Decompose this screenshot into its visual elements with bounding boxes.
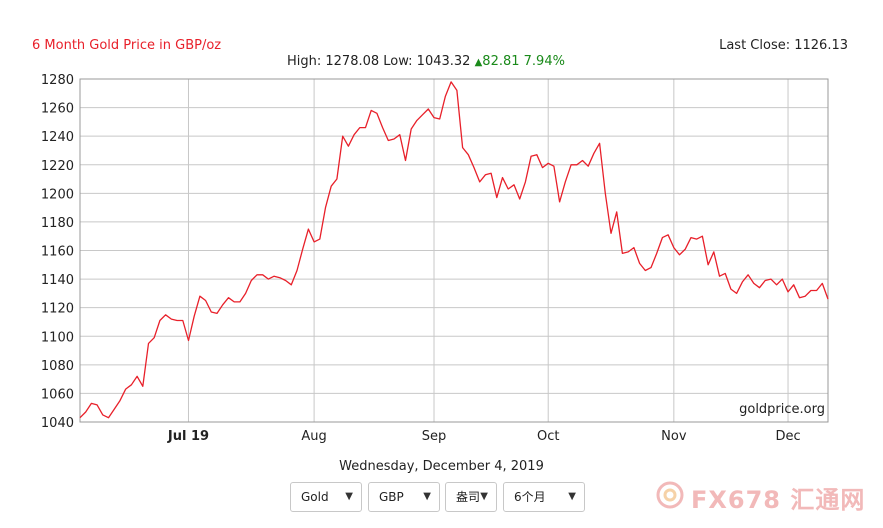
chevron-down-icon: ▼ bbox=[480, 491, 488, 502]
period-select[interactable]: 6个月 ▼ bbox=[503, 482, 585, 512]
plot-frame bbox=[79, 78, 829, 423]
x-tick-label: Oct bbox=[537, 429, 559, 444]
y-tick-label: 1100 bbox=[41, 330, 74, 345]
x-tick-label: Dec bbox=[775, 429, 800, 444]
y-tick-label: 1080 bbox=[41, 359, 74, 374]
metal-select-value: Gold bbox=[301, 490, 329, 504]
last-close-label: Last Close: 1126.13 bbox=[719, 38, 848, 53]
y-tick-label: 1200 bbox=[41, 187, 74, 202]
x-tick-label: Jul 19 bbox=[167, 429, 209, 444]
gold-price-line bbox=[79, 81, 829, 419]
y-tick-label: 1140 bbox=[41, 273, 74, 288]
y-tick-label: 1180 bbox=[41, 216, 74, 231]
y-tick-label: 1280 bbox=[41, 73, 74, 88]
metal-select[interactable]: Gold ▼ bbox=[290, 482, 362, 512]
unit-select-value: 盎司 bbox=[456, 490, 481, 504]
up-arrow-icon: ▲ bbox=[474, 57, 483, 68]
price-stats: High: 1278.08 Low: 1043.32 ▲82.81 7.94% bbox=[287, 54, 565, 69]
chevron-down-icon: ▼ bbox=[423, 491, 431, 502]
x-tick-label: Aug bbox=[301, 429, 326, 444]
y-tick-label: 1260 bbox=[41, 102, 74, 117]
y-tick-label: 1040 bbox=[41, 416, 74, 431]
watermark-text: FX678 汇通网 bbox=[691, 486, 866, 514]
chevron-down-icon: ▼ bbox=[568, 491, 576, 502]
source-label: goldprice.org bbox=[739, 402, 825, 417]
y-tick-label: 1240 bbox=[41, 130, 74, 145]
chart-title: 6 Month Gold Price in GBP/oz bbox=[32, 38, 222, 53]
period-select-value: 6个月 bbox=[514, 490, 546, 504]
price-change: 82.81 7.94% bbox=[482, 54, 565, 69]
watermark-logo-icon bbox=[656, 481, 684, 509]
current-date: Wednesday, December 4, 2019 bbox=[339, 459, 544, 474]
currency-select[interactable]: GBP ▼ bbox=[368, 482, 440, 512]
y-tick-label: 1060 bbox=[41, 387, 74, 402]
y-tick-label: 1220 bbox=[41, 159, 74, 174]
y-tick-label: 1160 bbox=[41, 245, 74, 260]
unit-select[interactable]: 盎司 ▼ bbox=[445, 482, 497, 512]
x-tick-label: Nov bbox=[661, 429, 687, 444]
x-tick-label: Sep bbox=[422, 429, 447, 444]
currency-select-value: GBP bbox=[379, 490, 404, 504]
high-low-text: High: 1278.08 Low: 1043.32 bbox=[287, 54, 471, 69]
chevron-down-icon: ▼ bbox=[345, 491, 353, 502]
y-tick-label: 1120 bbox=[41, 302, 74, 317]
